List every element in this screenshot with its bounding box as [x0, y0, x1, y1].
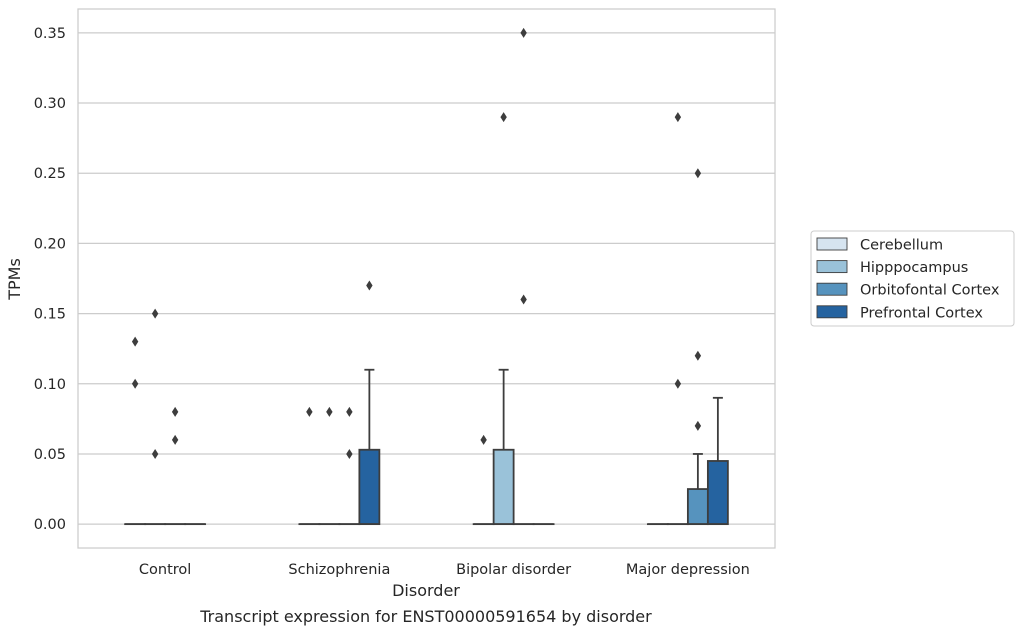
box: [492, 448, 515, 526]
y-tick-label: 0.15: [34, 307, 66, 323]
chart-caption: Transcript expression for ENST0000059165…: [199, 607, 652, 626]
y-tick-label: 0.10: [34, 377, 66, 393]
y-tick-label: 0.05: [34, 447, 66, 463]
x-tick-label: Bipolar disorder: [456, 562, 571, 578]
legend-label: Orbitofontal Cortex: [860, 283, 1000, 299]
outlier-point: [694, 420, 702, 431]
box: [358, 448, 381, 526]
legend-swatch: [816, 305, 848, 319]
outlier-point: [674, 112, 682, 123]
x-axis-label: Disorder: [392, 581, 460, 600]
outlier-point: [346, 406, 353, 417]
y-axis-label: TPMs: [5, 258, 24, 301]
outlier-point: [480, 434, 487, 445]
outlier-point: [346, 448, 353, 459]
legend-label: Prefrontal Cortex: [860, 305, 983, 321]
legend-frame: [810, 230, 1015, 327]
outlier-point: [520, 294, 527, 305]
outlier-point: [500, 112, 507, 123]
legend-swatch: [816, 237, 848, 251]
legend-swatch: [816, 282, 848, 296]
legend-label: Cerebellum: [860, 238, 943, 254]
outlier-point: [171, 434, 179, 445]
outlier-layer: [131, 27, 702, 459]
legend: Cerebellum Hipppocampus Orbitofontal Corte…: [810, 230, 1015, 327]
outlier-point: [520, 27, 527, 38]
outlier-point: [694, 168, 702, 179]
y-tick-label: 0.20: [34, 236, 66, 252]
y-tick-label: 0.00: [34, 517, 66, 533]
y-tick-label: 0.30: [34, 96, 66, 112]
outlier-point: [171, 406, 179, 417]
x-tick-label: Major depression: [626, 562, 750, 578]
outlier-point: [694, 350, 702, 361]
outlier-point: [674, 378, 682, 389]
outlier-point: [306, 406, 313, 417]
x-tick-labels: Control Schizophrenia Bipolar disorder Majo…: [139, 562, 750, 578]
legend-label: Hipppocampus: [860, 260, 968, 276]
outlier-point: [326, 406, 333, 417]
grid-lines: [78, 32, 775, 525]
outlier-point: [131, 336, 139, 347]
legend-swatch: [816, 260, 848, 274]
x-tick-label: Schizophrenia: [288, 562, 390, 578]
outlier-point: [131, 378, 139, 389]
y-tick-label: 0.25: [34, 166, 66, 182]
plot-frame: [77, 8, 776, 549]
y-tick-label: 0.35: [34, 26, 66, 42]
box-layer: [124, 368, 729, 526]
box: [706, 460, 729, 526]
x-tick-label: Control: [139, 562, 191, 578]
box: [686, 488, 709, 526]
outlier-point: [151, 308, 159, 319]
y-tick-labels: 0.00 0.05 0.10 0.15 0.20 0.25 0.30 0.35: [34, 26, 66, 533]
outlier-point: [151, 448, 159, 459]
outlier-point: [366, 280, 373, 291]
